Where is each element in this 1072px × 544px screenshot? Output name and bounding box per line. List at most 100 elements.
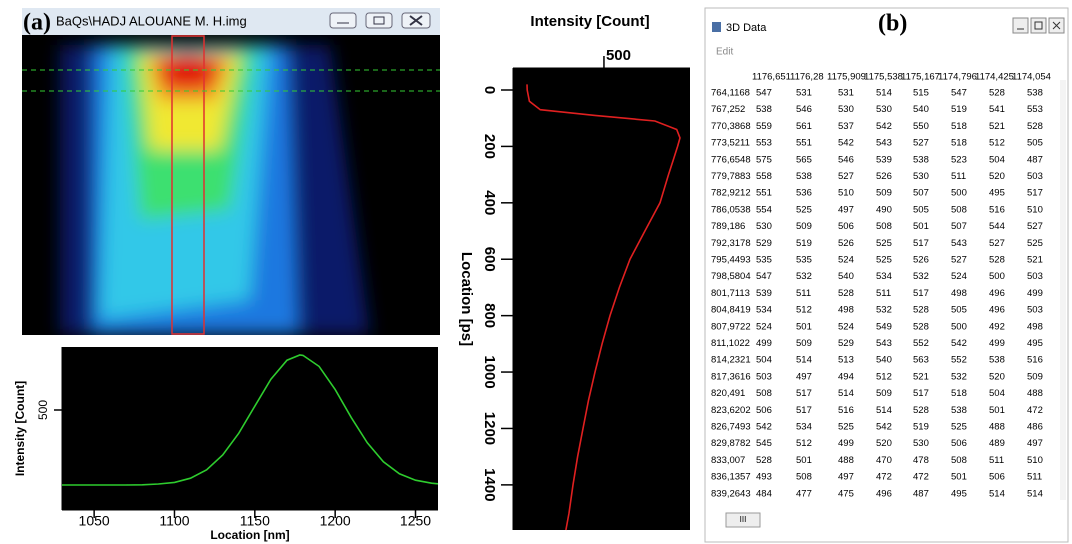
row-label: 814,2321 xyxy=(711,355,751,366)
row-label: 833,007 xyxy=(711,455,745,466)
table-cell: 534 xyxy=(876,271,892,282)
table-cell: 475 xyxy=(838,488,854,499)
table-cell: 528 xyxy=(913,405,929,416)
column-header: 1175,538 xyxy=(864,72,903,83)
row-label: 804,8419 xyxy=(711,305,751,316)
table-cell: 561 xyxy=(796,121,812,132)
y-tick-label: 800 xyxy=(481,303,498,328)
table-cell: 540 xyxy=(876,355,892,366)
table-cell: 532 xyxy=(796,271,812,282)
window-title: BaQs\HADJ ALOUANE M. H.img xyxy=(56,13,247,28)
table-cell: 508 xyxy=(951,204,967,215)
table-cell: 518 xyxy=(951,138,967,149)
table-cell: 509 xyxy=(796,221,812,232)
streak-intensity xyxy=(60,45,370,335)
table-cell: 538 xyxy=(989,355,1005,366)
scrollbar[interactable] xyxy=(1060,80,1066,500)
plot-area xyxy=(513,68,690,530)
table-cell: 527 xyxy=(951,255,967,266)
table-cell: 538 xyxy=(951,405,967,416)
table-cell: 514 xyxy=(838,388,854,399)
table-cell: 552 xyxy=(913,338,929,349)
window-buttons[interactable] xyxy=(329,12,431,29)
table-cell: 472 xyxy=(913,472,929,483)
panel-label: (b) xyxy=(878,11,907,37)
column-header: 1175,909 xyxy=(827,72,866,83)
row-label: 795,4493 xyxy=(711,255,751,266)
table-cell: 558 xyxy=(756,171,772,182)
table-cell: 515 xyxy=(913,88,929,99)
table-cell: 488 xyxy=(838,455,854,466)
table-cell: 545 xyxy=(756,438,772,449)
row-label: 770,3868 xyxy=(711,121,751,132)
table-cell: 552 xyxy=(951,355,967,366)
table-cell: 478 xyxy=(913,455,929,466)
table-cell: 500 xyxy=(951,188,967,199)
table-cell: 514 xyxy=(989,488,1005,499)
table-cell: 532 xyxy=(913,271,929,282)
row-label: 776,6548 xyxy=(711,154,751,165)
table-cell: 542 xyxy=(876,121,892,132)
table-cell: 506 xyxy=(756,405,772,416)
table-cell: 512 xyxy=(796,305,812,316)
selection-box xyxy=(171,35,205,335)
menu-item[interactable]: Edit xyxy=(716,47,733,58)
table-cell: 506 xyxy=(838,221,854,232)
table-cell: 503 xyxy=(756,371,772,382)
table-cell: 517 xyxy=(796,405,812,416)
table-cell: 472 xyxy=(876,472,892,483)
table-cell: 488 xyxy=(1027,388,1043,399)
table-cell: 496 xyxy=(989,288,1005,299)
x-tick-label: 1050 xyxy=(79,513,110,529)
table-cell: 508 xyxy=(951,455,967,466)
table-cell: 511 xyxy=(876,288,891,299)
table-cell: 539 xyxy=(756,288,772,299)
window-buttons[interactable] xyxy=(1012,17,1065,34)
table-cell: 507 xyxy=(951,221,967,232)
table-cell: 530 xyxy=(913,438,929,449)
y-tick-label: 1200 xyxy=(481,412,498,445)
scroll-thumb[interactable] xyxy=(725,512,761,528)
table-cell: 542 xyxy=(838,138,854,149)
table-cell: 551 xyxy=(796,138,812,149)
table-cell: 553 xyxy=(1027,104,1043,115)
table-cell: 543 xyxy=(876,338,892,349)
row-label: 839,2643 xyxy=(711,488,751,499)
table-cell: 524 xyxy=(838,255,854,266)
table-cell: 472 xyxy=(1027,405,1043,416)
table-cell: 519 xyxy=(796,238,812,249)
row-label: 829,8782 xyxy=(711,438,751,449)
table-cell: 542 xyxy=(756,422,772,433)
table-cell: 503 xyxy=(1027,305,1043,316)
table-cell: 497 xyxy=(1027,438,1043,449)
table-cell: 510 xyxy=(1027,455,1043,466)
table-cell: 547 xyxy=(951,88,967,99)
table-cell: 531 xyxy=(796,88,812,99)
table-cell: 526 xyxy=(913,255,929,266)
table-cell: 523 xyxy=(951,154,967,165)
table-cell: 535 xyxy=(796,255,812,266)
row-label: 767,252 xyxy=(711,104,745,115)
table-cell: 501 xyxy=(913,221,929,232)
column-header: 1176,28 xyxy=(790,72,824,83)
table-cell: 538 xyxy=(796,171,812,182)
table-cell: 575 xyxy=(756,154,772,165)
table-cell: 527 xyxy=(1027,221,1043,232)
y-axis-label: Intensity [Count] xyxy=(13,381,27,476)
table-cell: 518 xyxy=(951,388,967,399)
table-cell: 527 xyxy=(989,238,1005,249)
table-cell: 524 xyxy=(756,321,772,332)
row-label: 782,9212 xyxy=(711,188,751,199)
table-cell: 543 xyxy=(951,238,967,249)
table-cell: 509 xyxy=(1027,371,1043,382)
table-cell: 520 xyxy=(989,371,1005,382)
table-cell: 512 xyxy=(796,438,812,449)
table-cell: 495 xyxy=(989,188,1005,199)
table-cell: 510 xyxy=(838,188,854,199)
table-cell: 546 xyxy=(838,154,854,165)
x-axis-label: Intensity [Count] xyxy=(530,13,649,30)
table-cell: 518 xyxy=(951,121,967,132)
table-cell: 500 xyxy=(989,271,1005,282)
table-cell: 543 xyxy=(876,138,892,149)
table-cell: 527 xyxy=(913,138,929,149)
